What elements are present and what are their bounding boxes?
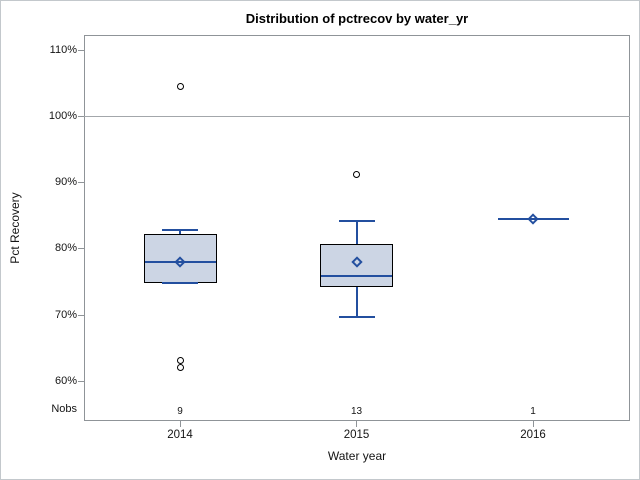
lower-whisker-cap-2015 [338,315,375,318]
nobs-value: 9 [177,406,183,417]
outlier-point-2014 [176,82,184,90]
x-tick-mark [179,420,181,427]
x-tick-mark [532,420,534,427]
median-line-2015 [321,275,392,278]
median-line-2016 [497,217,569,220]
y-tick-label: 70% [54,308,77,321]
y-tick-mark [78,182,84,183]
y-tick-label: 110% [49,43,77,56]
x-tick-label: 2015 [343,429,370,441]
outlier-point-2014 [176,357,184,365]
y-tick-mark [78,248,84,250]
y-tick-mark [78,314,84,316]
y-tick-label: 80% [54,242,77,255]
nobs-label: Nobs [51,403,77,415]
y-tick-label: 60% [54,374,77,387]
lower-whisker-2015 [355,287,358,317]
reference-line-100pct [84,115,630,117]
y-tick-label: 100% [48,109,77,122]
x-tick-label: 2016 [520,429,546,441]
y-axis-label: Pct Recovery [8,192,22,264]
y-tick-mark [78,115,84,117]
nobs-value: 13 [350,406,363,417]
box-2015 [320,243,393,288]
median-line-2014 [144,260,216,263]
nobs-value: 1 [530,406,536,417]
lower-whisker-cap-2014 [162,282,198,285]
x-tick-mark [356,420,357,427]
y-tick-mark [78,49,84,51]
outlier-point-2015 [353,171,360,179]
upper-whisker-cap-2015 [338,219,375,222]
chart-title: Distribution of pctrecov by water_yr [245,11,469,26]
upper-whisker-2015 [355,220,358,244]
y-tick-label: 90% [54,176,77,188]
upper-whisker-cap-2014 [162,228,198,231]
x-axis-label: Water year [327,449,387,463]
x-tick-label: 2014 [167,429,193,441]
upper-whisker-2014 [179,229,181,235]
outlier-point-2014 [176,364,184,371]
y-tick-mark [78,380,84,382]
